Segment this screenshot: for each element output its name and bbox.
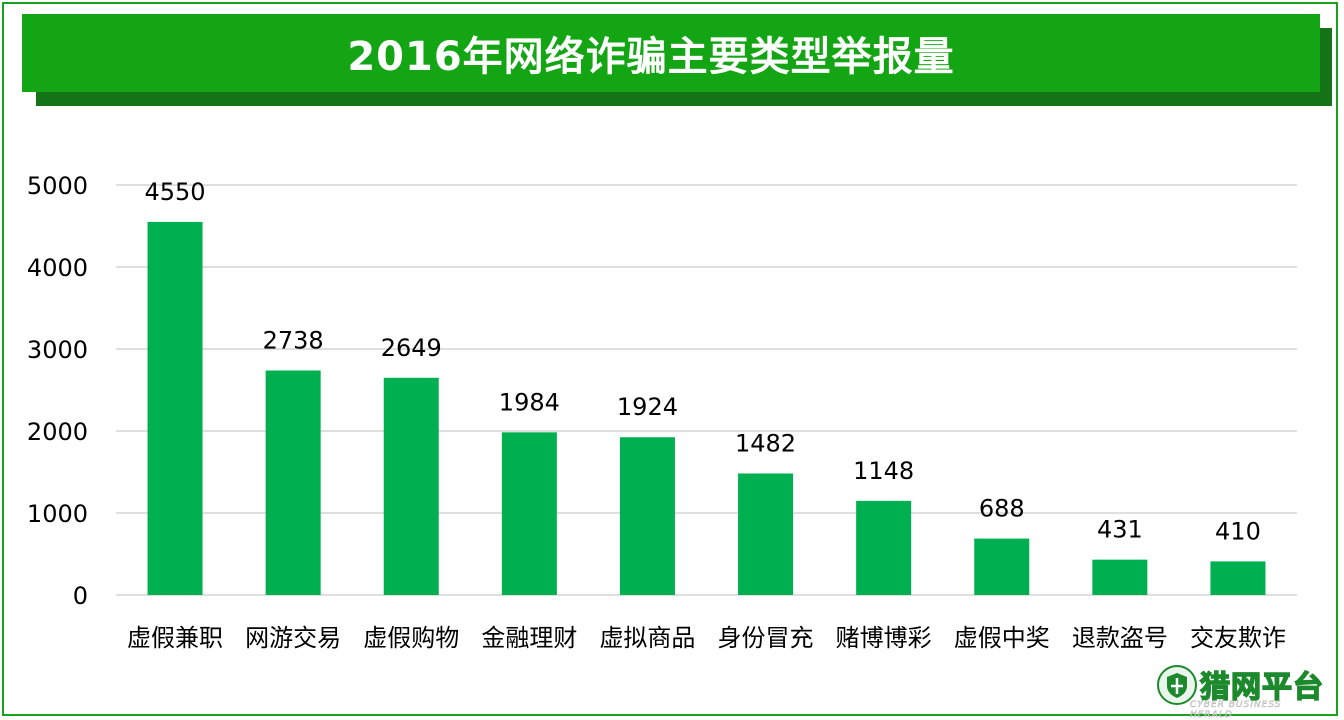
bar bbox=[147, 221, 203, 595]
logo: 猎网平台 CYBER BUSINESS HERALD bbox=[1156, 660, 1328, 720]
x-tick-label: 金融理财 bbox=[481, 624, 577, 652]
y-tick-label: 3000 bbox=[27, 336, 88, 364]
bar bbox=[974, 538, 1030, 595]
logo-text: 猎网平台 bbox=[1199, 669, 1324, 706]
data-label: 1924 bbox=[617, 393, 678, 421]
data-label: 1148 bbox=[853, 457, 914, 485]
y-tick-label: 2000 bbox=[27, 418, 88, 446]
bar bbox=[619, 437, 675, 595]
x-tick-label: 虚假中奖 bbox=[954, 624, 1050, 652]
bar bbox=[738, 473, 794, 595]
data-label: 4550 bbox=[145, 178, 206, 206]
x-tick-label: 虚假购物 bbox=[363, 624, 459, 652]
bar bbox=[501, 432, 557, 595]
bar bbox=[1210, 561, 1266, 595]
y-tick-label: 1000 bbox=[27, 500, 88, 528]
data-label: 688 bbox=[979, 495, 1025, 523]
data-label: 1984 bbox=[499, 388, 560, 416]
x-tick-label: 虚拟商品 bbox=[599, 624, 695, 652]
data-label: 2738 bbox=[263, 326, 324, 354]
y-tick-label: 4000 bbox=[27, 254, 88, 282]
x-tick-label: 退款盗号 bbox=[1072, 624, 1168, 652]
x-tick-label: 交友欺诈 bbox=[1190, 624, 1286, 652]
logo-subtext: CYBER BUSINESS HERALD bbox=[1190, 700, 1282, 720]
x-tick-label: 网游交易 bbox=[245, 624, 341, 652]
shield-globe-icon bbox=[1157, 665, 1197, 705]
data-label: 2649 bbox=[381, 334, 442, 362]
chart-title: 2016年网络诈骗主要类型举报量 bbox=[347, 34, 955, 80]
data-label: 410 bbox=[1215, 517, 1261, 545]
data-label: 1482 bbox=[735, 429, 796, 457]
bar bbox=[265, 370, 321, 595]
y-tick-label: 5000 bbox=[27, 172, 88, 200]
bar bbox=[856, 500, 912, 595]
y-tick-label: 0 bbox=[73, 582, 88, 610]
bar bbox=[383, 377, 439, 595]
x-tick-label: 虚假兼职 bbox=[127, 624, 223, 652]
data-label: 431 bbox=[1097, 516, 1143, 544]
bar bbox=[1092, 559, 1148, 595]
x-tick-label: 身份冒充 bbox=[718, 624, 814, 652]
x-tick-label: 赌博博彩 bbox=[836, 624, 932, 652]
title-banner: 2016年网络诈骗主要类型举报量 bbox=[22, 14, 1320, 92]
